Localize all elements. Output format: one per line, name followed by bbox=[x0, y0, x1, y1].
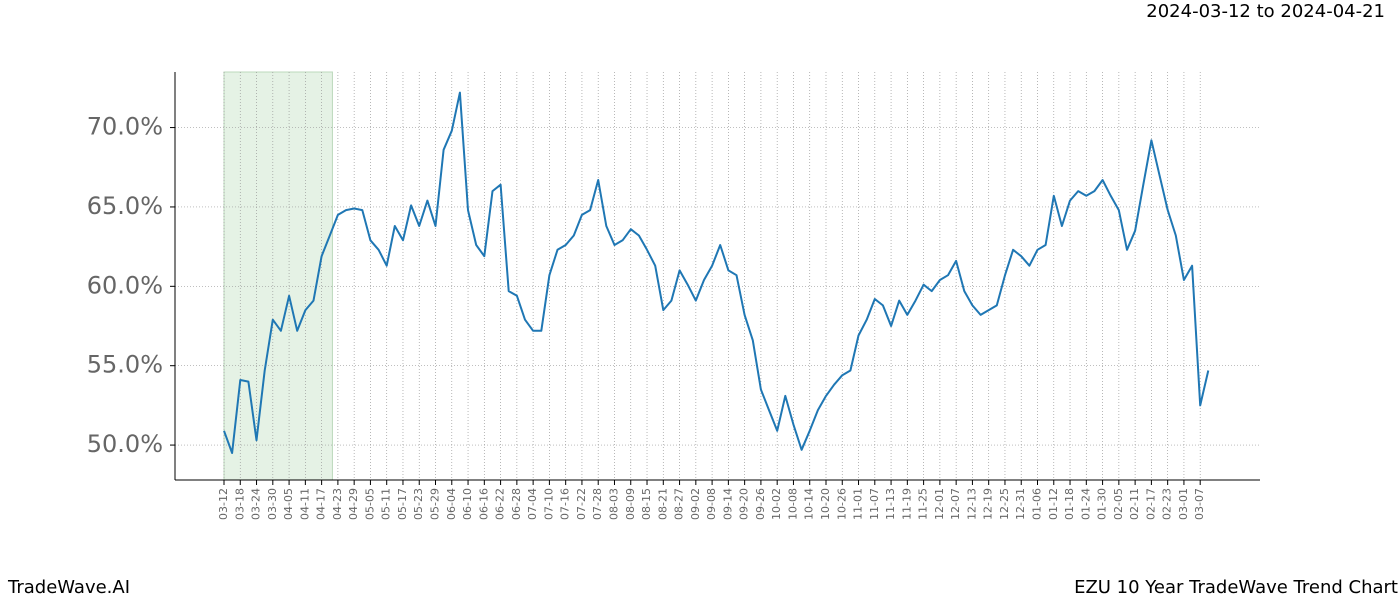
x-tick-label: 02-23 bbox=[1161, 488, 1174, 520]
footer-right: EZU 10 Year TradeWave Trend Chart bbox=[1074, 577, 1398, 598]
x-tick-label: 07-04 bbox=[526, 488, 539, 520]
x-tick-label: 03-07 bbox=[1193, 488, 1206, 520]
x-tick-label: 05-11 bbox=[380, 488, 393, 520]
x-tick-label: 11-25 bbox=[917, 488, 930, 520]
x-tick-label: 04-05 bbox=[282, 488, 295, 520]
x-tick-label: 07-16 bbox=[559, 488, 572, 520]
y-tick-label: 55.0% bbox=[87, 351, 163, 379]
x-tick-label: 09-14 bbox=[721, 488, 734, 520]
x-tick-label: 01-18 bbox=[1063, 488, 1076, 520]
x-tick-label: 03-30 bbox=[266, 488, 279, 520]
x-tick-label: 11-19 bbox=[900, 488, 913, 520]
x-tick-label: 05-05 bbox=[363, 488, 376, 520]
x-tick-label: 12-25 bbox=[998, 488, 1011, 520]
x-tick-label: 10-14 bbox=[803, 488, 816, 520]
x-tick-label: 02-05 bbox=[1112, 488, 1125, 520]
x-tick-label: 09-26 bbox=[754, 488, 767, 520]
x-tick-label: 07-22 bbox=[575, 488, 588, 520]
x-tick-label: 04-23 bbox=[331, 488, 344, 520]
x-tick-label: 12-31 bbox=[1014, 488, 1027, 520]
x-tick-label: 03-01 bbox=[1177, 488, 1190, 520]
x-tick-label: 06-28 bbox=[510, 488, 523, 520]
x-tick-label: 10-20 bbox=[819, 488, 832, 520]
x-tick-label: 12-19 bbox=[982, 488, 995, 520]
x-tick-label: 10-08 bbox=[786, 488, 799, 520]
x-tick-label: 07-10 bbox=[542, 488, 555, 520]
x-tick-label: 01-12 bbox=[1047, 488, 1060, 520]
x-tick-label: 04-11 bbox=[298, 488, 311, 520]
x-tick-label: 02-17 bbox=[1144, 488, 1157, 520]
x-tick-label: 01-06 bbox=[1031, 488, 1044, 520]
x-tick-label: 09-02 bbox=[689, 488, 702, 520]
x-tick-label: 07-28 bbox=[591, 488, 604, 520]
x-tick-label: 05-17 bbox=[396, 488, 409, 520]
data-line bbox=[223, 91, 1210, 454]
y-tick-label: 50.0% bbox=[87, 430, 163, 458]
x-tick-label: 12-13 bbox=[965, 488, 978, 520]
y-tick-label: 70.0% bbox=[87, 113, 163, 141]
x-tick-label: 08-15 bbox=[640, 488, 653, 520]
x-tick-label: 08-09 bbox=[624, 488, 637, 520]
x-tick-label: 03-24 bbox=[250, 488, 263, 520]
x-tick-label: 09-08 bbox=[705, 488, 718, 520]
x-tick-label: 01-24 bbox=[1079, 488, 1092, 520]
subtitle: 2024-03-12 to 2024-04-21 bbox=[1146, 1, 1385, 22]
x-tick-label: 06-04 bbox=[445, 488, 458, 520]
x-tick-label: 08-27 bbox=[673, 488, 686, 520]
x-tick-label: 11-13 bbox=[884, 488, 897, 520]
x-tick-label: 10-26 bbox=[835, 488, 848, 520]
x-tick-label: 08-03 bbox=[607, 488, 620, 520]
x-tick-label: 10-02 bbox=[770, 488, 783, 520]
x-tick-label: 12-07 bbox=[949, 488, 962, 520]
footer-left: TradeWave.AI bbox=[7, 577, 130, 598]
x-tick-label: 06-22 bbox=[494, 488, 507, 520]
x-tick-label: 03-18 bbox=[233, 488, 246, 520]
x-tick-label: 01-30 bbox=[1096, 488, 1109, 520]
x-tick-label: 09-20 bbox=[738, 488, 751, 520]
x-tick-label: 03-12 bbox=[217, 488, 230, 520]
x-tick-label: 11-01 bbox=[852, 488, 865, 520]
x-tick-label: 08-21 bbox=[656, 488, 669, 520]
highlight-band bbox=[223, 71, 333, 481]
y-tick-label: 65.0% bbox=[87, 192, 163, 220]
x-tick-label: 02-11 bbox=[1128, 488, 1141, 520]
x-tick-label: 05-23 bbox=[412, 488, 425, 520]
x-tick-label: 06-10 bbox=[461, 488, 474, 520]
x-tick-label: 05-29 bbox=[429, 488, 442, 520]
x-tick-label: 04-29 bbox=[347, 488, 360, 520]
x-tick-label: 12-01 bbox=[933, 488, 946, 520]
x-tick-label: 04-17 bbox=[315, 488, 328, 520]
x-tick-label: 11-07 bbox=[868, 488, 881, 520]
y-tick-label: 60.0% bbox=[87, 271, 163, 299]
x-tick-label: 06-16 bbox=[477, 488, 490, 520]
